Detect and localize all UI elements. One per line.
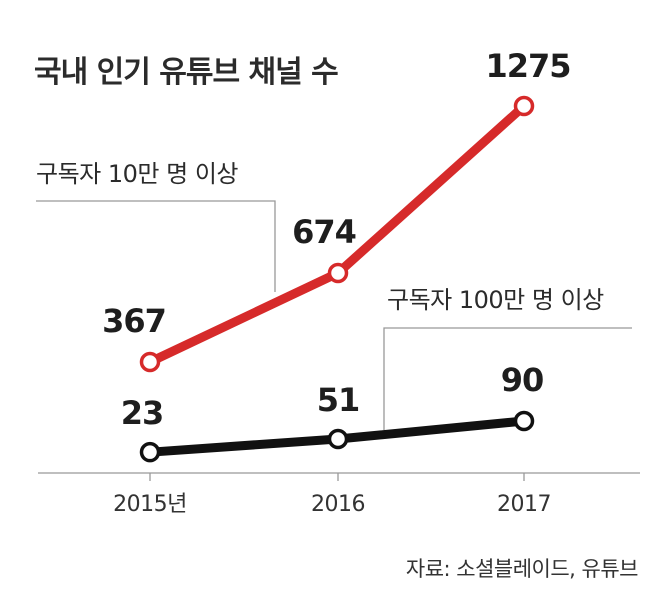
chart-title: 국내 인기 유튜브 채널 수 — [34, 55, 338, 90]
data-label: 674 — [292, 213, 356, 251]
data-point — [327, 262, 349, 284]
data-label: 367 — [102, 302, 166, 340]
x-tick-label: 2017 — [497, 492, 551, 517]
data-point — [327, 428, 349, 450]
data-point — [139, 441, 161, 463]
data-label: 1275 — [485, 47, 570, 85]
data-label: 90 — [501, 361, 544, 399]
x-tick-label: 2015년 — [113, 492, 187, 517]
x-tick-label: 2016 — [311, 492, 365, 517]
series-label-100man: 구독자 100만 명 이상 — [387, 286, 604, 314]
series-1: 23 51 90 — [121, 361, 544, 463]
series-group: 367 674 1275 23 51 90 — [102, 47, 572, 463]
source-note: 자료: 소셜블레이드, 유튜브 — [406, 557, 638, 581]
series-label-100man-connector — [383, 327, 632, 430]
data-point — [139, 351, 161, 373]
x-axis-ticks: 2015년 2016 2017 — [113, 473, 552, 517]
data-label: 51 — [317, 381, 360, 419]
data-point — [513, 410, 535, 432]
series-label-10man-connector — [36, 200, 276, 292]
series-label-10man: 구독자 10만 명 이상 — [36, 160, 238, 188]
data-point — [513, 95, 535, 117]
data-label: 23 — [121, 394, 164, 432]
series-0: 367 674 1275 — [102, 47, 572, 373]
